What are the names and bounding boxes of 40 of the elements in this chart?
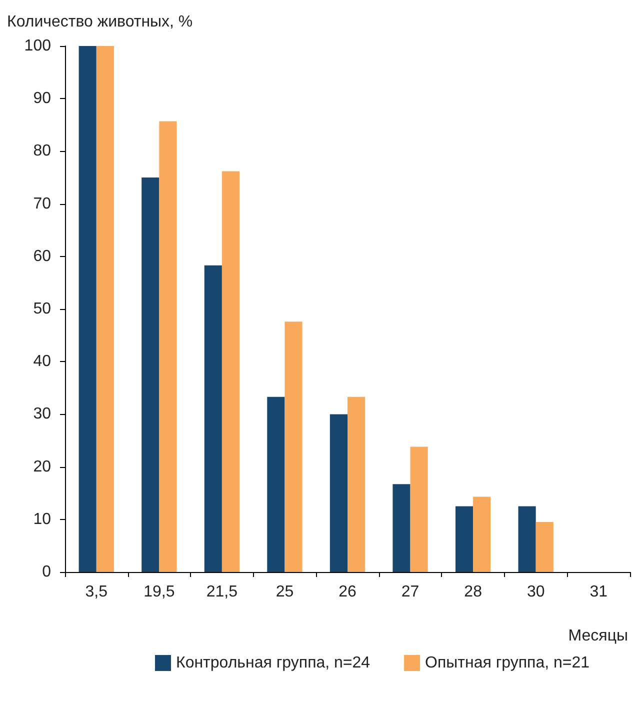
y-tick-label: 40 <box>33 353 52 370</box>
bar <box>536 522 554 572</box>
bar <box>410 446 428 572</box>
y-tick-label: 100 <box>24 38 52 54</box>
bar <box>455 506 474 572</box>
y-tick-label: 30 <box>33 406 52 423</box>
bar <box>142 178 160 572</box>
bar <box>284 322 302 572</box>
bar <box>473 496 491 572</box>
legend-label: Контрольная группа, n=24 <box>176 654 370 672</box>
y-tick-label: 60 <box>33 248 52 265</box>
x-tick-label: 31 <box>590 584 608 600</box>
x-tick-label: 28 <box>464 584 482 600</box>
bar <box>518 506 536 572</box>
x-axis-title: Месяцы <box>568 628 628 644</box>
y-tick-label: 90 <box>33 90 52 108</box>
x-tick-label: 21,5 <box>206 584 238 600</box>
y-tick-label: 50 <box>33 300 52 318</box>
y-axis-title: Количество животных, % <box>7 14 193 30</box>
bar <box>204 265 222 572</box>
x-tick-label: 3,5 <box>85 584 108 600</box>
bar <box>78 46 96 572</box>
y-tick-label: 20 <box>33 458 52 476</box>
y-tick-label: 0 <box>42 564 52 580</box>
x-tick-label: 26 <box>338 584 356 600</box>
bar <box>330 414 348 572</box>
x-tick-label: 25 <box>276 584 294 600</box>
bar <box>348 396 366 572</box>
x-tick-label: 19,5 <box>144 584 175 600</box>
bar <box>222 171 240 572</box>
bar <box>267 396 285 572</box>
x-tick-label: 27 <box>401 584 420 600</box>
y-tick-label: 80 <box>33 142 52 160</box>
bar <box>392 484 410 572</box>
x-tick-label: 30 <box>526 584 545 600</box>
bar <box>159 121 177 572</box>
legend-label: Опытная группа, n=21 <box>425 654 590 672</box>
y-tick-label: 70 <box>33 195 52 212</box>
bar <box>96 46 114 572</box>
y-tick-label: 10 <box>33 510 52 528</box>
